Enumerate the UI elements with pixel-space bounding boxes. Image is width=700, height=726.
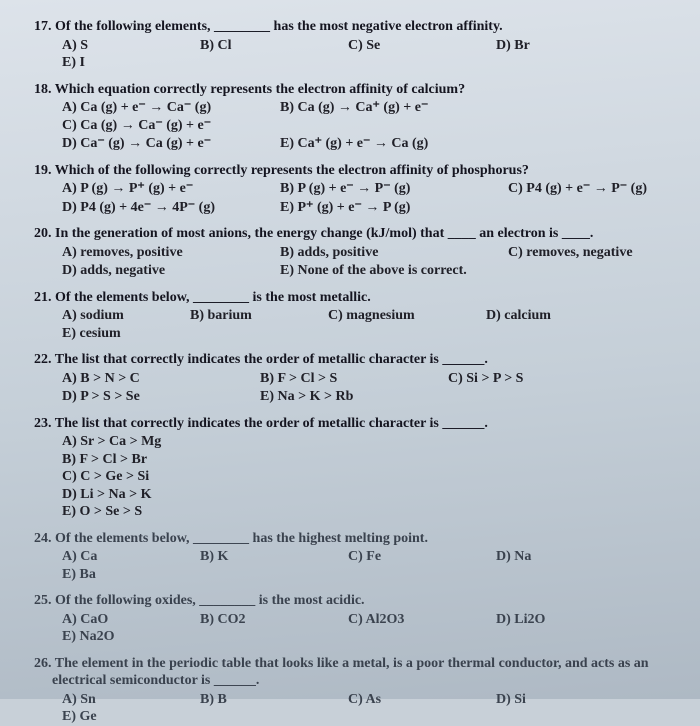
q20-opt-b: B) adds, positive [280, 244, 480, 262]
q20-opt-a: A) removes, positive [62, 244, 252, 262]
q20-opt-c: C) removes, negative [508, 244, 633, 262]
q19-options-row1: A) P (g) → P⁺ (g) + e⁻ B) P (g) + e⁻ → P… [34, 180, 676, 198]
q24-opt-a: A) Ca [62, 548, 172, 566]
q25-opt-a: A) CaO [62, 611, 172, 629]
q19-opt-e: E) P⁺ (g) + e⁻ → P (g) [280, 199, 410, 217]
q18-opt-e: E) Ca⁺ (g) + e⁻ → Ca (g) [280, 135, 428, 153]
question-24: 24. Of the elements below, ________ has … [34, 530, 676, 584]
q20-options-row1: A) removes, positive B) adds, positive C… [34, 244, 676, 262]
q17-stem-b: has the most negative electron affinity. [270, 19, 503, 34]
q24-opt-c: C) Fe [348, 548, 468, 566]
q20-stem: 20. In the generation of most anions, th… [34, 225, 676, 243]
q21-stem-a: 21. Of the elements below, [34, 290, 193, 305]
q22-opt-a: A) B > N > C [62, 370, 232, 388]
q20-options-row2: D) adds, negative E) None of the above i… [34, 262, 676, 280]
q25-opt-e: E) Na2O [62, 628, 115, 646]
q17-opt-e: E) I [62, 54, 85, 72]
q17-opt-c: C) Se [348, 37, 468, 55]
question-22: 22. The list that correctly indicates th… [34, 351, 676, 406]
q22-options-row1: A) B > N > C B) F > Cl > S C) Si > P > S [34, 370, 676, 388]
q23-opt-c: C) C > Ge > Si [62, 468, 676, 486]
q22-opt-c: C) Si > P > S [448, 370, 523, 388]
q22-options-row2: D) P > S > Se E) Na > K > Rb [34, 388, 676, 406]
q21-opt-d: D) calcium [486, 307, 596, 325]
q17-opt-b: B) Cl [200, 37, 320, 55]
q25-opt-b: B) CO2 [200, 611, 320, 629]
q20-stem-b: an electron is [476, 226, 562, 241]
q26-options: A) Sn B) B C) As D) Si E) Ge [34, 691, 676, 726]
q24-options: A) Ca B) K C) Fe D) Na E) Ba [34, 548, 676, 583]
q21-opt-c: C) magnesium [328, 307, 458, 325]
q25-opt-d: D) Li2O [496, 611, 616, 629]
question-20: 20. In the generation of most anions, th… [34, 225, 676, 280]
q25-stem: 25. Of the following oxides, ________ is… [34, 592, 676, 610]
q26-stem2: electrical semiconductor is ______. [34, 672, 676, 690]
q24-stem: 24. Of the elements below, ________ has … [34, 530, 676, 548]
q18-opt-b: B) Ca (g) → Ca⁺ (g) + e⁻ [280, 99, 480, 117]
q24-opt-e: E) Ba [62, 566, 96, 584]
question-23: 23. The list that correctly indicates th… [34, 415, 676, 521]
q19-options-row2: D) P4 (g) + 4e⁻ → 4P⁻ (g) E) P⁺ (g) + e⁻… [34, 199, 676, 217]
q18-opt-c: C) Ca (g) → Ca⁻ (g) + e⁻ [62, 117, 211, 135]
q21-options: A) sodium B) barium C) magnesium D) calc… [34, 307, 676, 342]
q25-opt-c: C) Al2O3 [348, 611, 468, 629]
q20-stem-c: . [590, 226, 594, 241]
q23-opt-d: D) Li > Na > K [62, 486, 676, 504]
q26-opt-c: C) As [348, 691, 468, 709]
question-17: 17. Of the following elements, ________ … [34, 18, 676, 72]
q21-stem-b: is the most metallic. [249, 290, 371, 305]
q26-opt-b: B) B [200, 691, 320, 709]
q24-opt-b: B) K [200, 548, 320, 566]
q20-stem-a: 20. In the generation of most anions, th… [34, 226, 448, 241]
q23-opt-b: B) F > Cl > Br [62, 451, 676, 469]
q17-opt-a: A) S [62, 37, 172, 55]
q22-opt-b: B) F > Cl > S [260, 370, 420, 388]
question-26: 26. The element in the periodic table th… [34, 655, 676, 726]
q17-options: A) S B) Cl C) Se D) Br E) I [34, 37, 676, 72]
q24-stem-b: has the highest melting point. [249, 531, 428, 546]
q19-opt-d: D) P4 (g) + 4e⁻ → 4P⁻ (g) [62, 199, 252, 217]
question-19: 19. Which of the following correctly rep… [34, 162, 676, 217]
q20-opt-e: E) None of the above is correct. [280, 262, 467, 280]
q26-opt-e: E) Ge [62, 708, 97, 726]
q24-stem-a: 24. Of the elements below, [34, 531, 193, 546]
q18-options-row1: A) Ca (g) + e⁻ → Ca⁻ (g) B) Ca (g) → Ca⁺… [34, 99, 676, 134]
q18-options-row2: D) Ca⁻ (g) → Ca (g) + e⁻ E) Ca⁺ (g) + e⁻… [34, 135, 676, 153]
question-21: 21. Of the elements below, ________ is t… [34, 289, 676, 343]
question-25: 25. Of the following oxides, ________ is… [34, 592, 676, 646]
q22-opt-d: D) P > S > Se [62, 388, 232, 406]
q21-opt-a: A) sodium [62, 307, 162, 325]
q23-stem: 23. The list that correctly indicates th… [34, 415, 676, 433]
q22-stem: 22. The list that correctly indicates th… [34, 351, 676, 369]
q23-opt-e: E) O > Se > S [62, 503, 676, 521]
q26-opt-d: D) Si [496, 691, 616, 709]
q24-opt-d: D) Na [496, 548, 616, 566]
q25-stem-a: 25. Of the following oxides, [34, 593, 199, 608]
q19-opt-c: C) P4 (g) + e⁻ → P⁻ (g) [508, 180, 647, 198]
q19-opt-a: A) P (g) → P⁺ (g) + e⁻ [62, 180, 252, 198]
q23-opt-a: A) Sr > Ca > Mg [62, 433, 676, 451]
worksheet-page: 17. Of the following elements, ________ … [0, 0, 700, 699]
q17-stem-a: 17. Of the following elements, [34, 19, 214, 34]
q17-opt-d: D) Br [496, 37, 616, 55]
q26-stem: 26. The element in the periodic table th… [34, 655, 676, 673]
q22-opt-e: E) Na > K > Rb [260, 388, 353, 406]
q18-stem: 18. Which equation correctly represents … [34, 81, 676, 99]
q25-stem-b: is the most acidic. [255, 593, 364, 608]
q18-opt-a: A) Ca (g) + e⁻ → Ca⁻ (g) [62, 99, 252, 117]
q26-opt-a: A) Sn [62, 691, 172, 709]
q19-stem: 19. Which of the following correctly rep… [34, 162, 676, 180]
q19-opt-b: B) P (g) + e⁻ → P⁻ (g) [280, 180, 480, 198]
q17-stem: 17. Of the following elements, ________ … [34, 18, 676, 36]
q21-opt-e: E) cesium [62, 325, 121, 343]
question-18: 18. Which equation correctly represents … [34, 81, 676, 153]
q25-options: A) CaO B) CO2 C) Al2O3 D) Li2O E) Na2O [34, 611, 676, 646]
q23-options: A) Sr > Ca > Mg B) F > Cl > Br C) C > Ge… [34, 433, 676, 521]
q18-opt-d: D) Ca⁻ (g) → Ca (g) + e⁻ [62, 135, 252, 153]
q21-opt-b: B) barium [190, 307, 300, 325]
q20-opt-d: D) adds, negative [62, 262, 252, 280]
q21-stem: 21. Of the elements below, ________ is t… [34, 289, 676, 307]
